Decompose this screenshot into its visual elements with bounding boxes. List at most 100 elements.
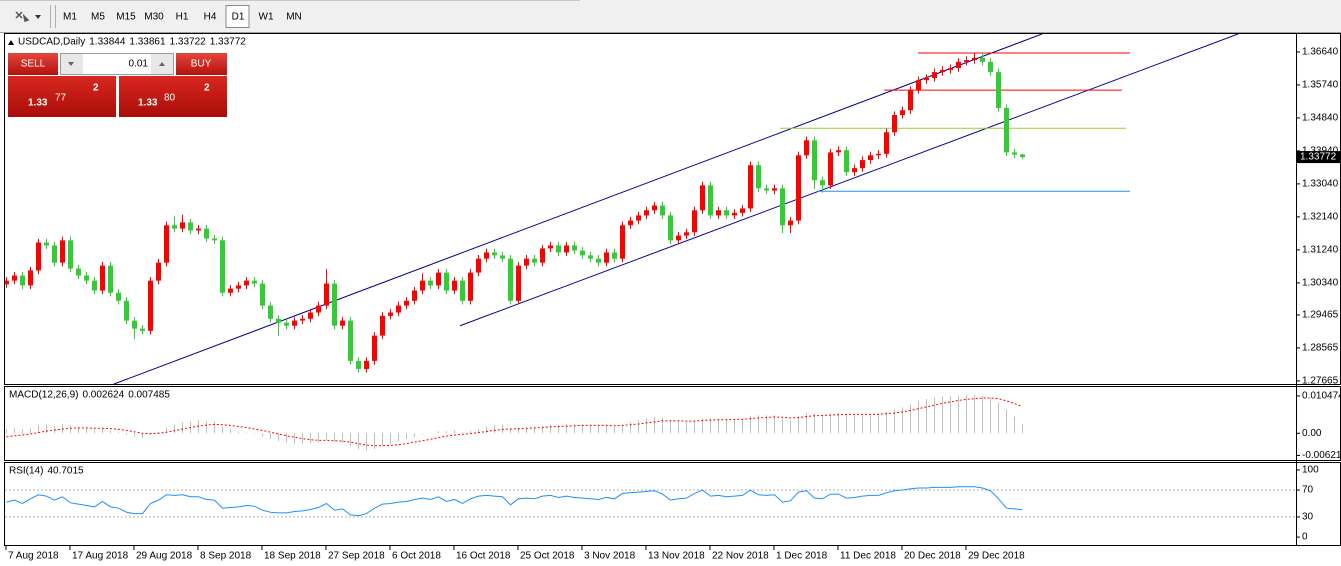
timeframe-bar: M1 M5 M15 M30 H1 H4 D1 W1 MN	[63, 5, 302, 28]
x-tick-label: 20 Dec 2018	[904, 551, 961, 562]
candle-body	[972, 57, 977, 61]
main-panel	[4, 33, 1341, 385]
candle-body	[332, 283, 337, 326]
candle-body	[92, 280, 97, 291]
timeframe-button[interactable]: M30	[144, 12, 164, 23]
candle-body	[220, 240, 225, 293]
candle-body	[588, 255, 593, 259]
candle-body	[76, 268, 81, 276]
candle-body	[812, 140, 817, 181]
timeframe-button[interactable]: M1	[63, 12, 77, 23]
y-tick-label: 30	[1302, 512, 1314, 523]
indicator-header: 40.7015	[47, 466, 84, 477]
candle-body	[284, 322, 289, 326]
timeframe-active	[225, 5, 250, 28]
indicator-header: USDCAD,Daily	[18, 37, 85, 48]
current-price-label: 1.33772	[1300, 152, 1337, 163]
candle-body	[316, 305, 321, 313]
candle-body	[596, 258, 601, 263]
x-tick-label: 8 Sep 2018	[200, 551, 252, 562]
candle-body	[580, 250, 585, 256]
candle-body	[148, 280, 153, 331]
bid-point: 2	[93, 83, 99, 94]
timeframe-button[interactable]: H1	[176, 12, 189, 23]
timeframe-button[interactable]: MN	[286, 12, 302, 23]
candle-body	[652, 205, 657, 211]
candle-body	[956, 61, 961, 69]
candle-body	[940, 69, 945, 73]
collapse-triangle[interactable]	[8, 40, 14, 45]
candle-body	[692, 210, 697, 233]
candle-body	[628, 220, 633, 226]
timeframe-button[interactable]: M15	[116, 12, 136, 23]
candle-body	[68, 240, 73, 269]
candle-body	[924, 77, 929, 81]
candle-body	[36, 242, 41, 271]
bid-box[interactable]	[8, 76, 116, 117]
tools-button[interactable]	[15, 11, 41, 22]
x-tick-label: 1 Dec 2018	[776, 551, 828, 562]
x-tick-label: 16 Oct 2018	[456, 551, 511, 562]
candle-body	[44, 242, 49, 246]
bid-pips: 77	[55, 93, 67, 104]
y-tick-label: 1.33940	[1302, 146, 1339, 157]
y-tick-label: 1.28565	[1302, 343, 1339, 354]
timeframe-button[interactable]: H4	[204, 12, 217, 23]
candle-body	[996, 72, 1001, 109]
ask-pips: 80	[164, 93, 176, 104]
candle-body	[276, 318, 281, 323]
candle-body	[252, 280, 257, 284]
buy-button[interactable]	[176, 53, 227, 75]
x-tick-label: 25 Oct 2018	[520, 551, 575, 562]
y-tick-label: 70	[1302, 485, 1314, 496]
y-tick-label: 1.35740	[1302, 80, 1339, 91]
x-tick-label: 13 Nov 2018	[648, 551, 705, 562]
candle-body	[660, 205, 665, 216]
candle-body	[668, 215, 673, 241]
lot-up-icon	[159, 62, 165, 66]
candle-body	[788, 220, 793, 226]
timeframe-button[interactable]: M5	[91, 12, 105, 23]
candle-body	[180, 222, 185, 229]
candle-body	[556, 245, 561, 253]
x-tick-label: 22 Nov 2018	[712, 551, 769, 562]
candle-body	[212, 238, 217, 241]
x-tick-label: 27 Sep 2018	[328, 551, 385, 562]
ask-prefix: 1.33	[138, 98, 158, 109]
timeframe-button[interactable]: D1	[232, 12, 245, 23]
candle-body	[756, 165, 761, 189]
candle-body	[236, 285, 241, 289]
candle-body	[796, 155, 801, 221]
candle-body	[228, 288, 233, 293]
indicator-header: MACD(12,26,9)	[9, 390, 78, 401]
candle-body	[708, 185, 713, 216]
drawing-objects	[5, 34, 1239, 384]
indicator-header: RSI(14)	[9, 466, 43, 477]
candle-body	[468, 272, 473, 301]
candle-body	[300, 318, 305, 321]
candle-body	[524, 258, 529, 266]
candle-body	[764, 188, 769, 191]
ask-box[interactable]	[119, 76, 227, 117]
ask-point: 2	[204, 83, 210, 94]
y-tick-label: 0.010474	[1302, 391, 1341, 402]
candle-body	[540, 248, 545, 263]
lot-input[interactable]	[60, 53, 174, 75]
candle-body	[804, 140, 809, 156]
sell-button[interactable]	[8, 53, 58, 75]
candle-body	[124, 300, 129, 321]
candle-body	[52, 245, 57, 263]
macd-signal	[6, 397, 1023, 447]
lot-value: 0.01	[129, 59, 149, 70]
candle-body	[5, 280, 9, 285]
indicator-header: 0.007485	[128, 390, 170, 401]
timeframe-button[interactable]: W1	[259, 12, 274, 23]
candle-body	[412, 290, 417, 301]
candle-body	[84, 275, 89, 281]
candle-body	[508, 258, 513, 301]
candle-body	[852, 168, 857, 173]
y-tick-label: 1.29465	[1302, 310, 1339, 321]
rsi-panel	[4, 462, 1341, 546]
y-tick-label: 1.32140	[1302, 212, 1339, 223]
current-price-box	[1297, 151, 1341, 164]
